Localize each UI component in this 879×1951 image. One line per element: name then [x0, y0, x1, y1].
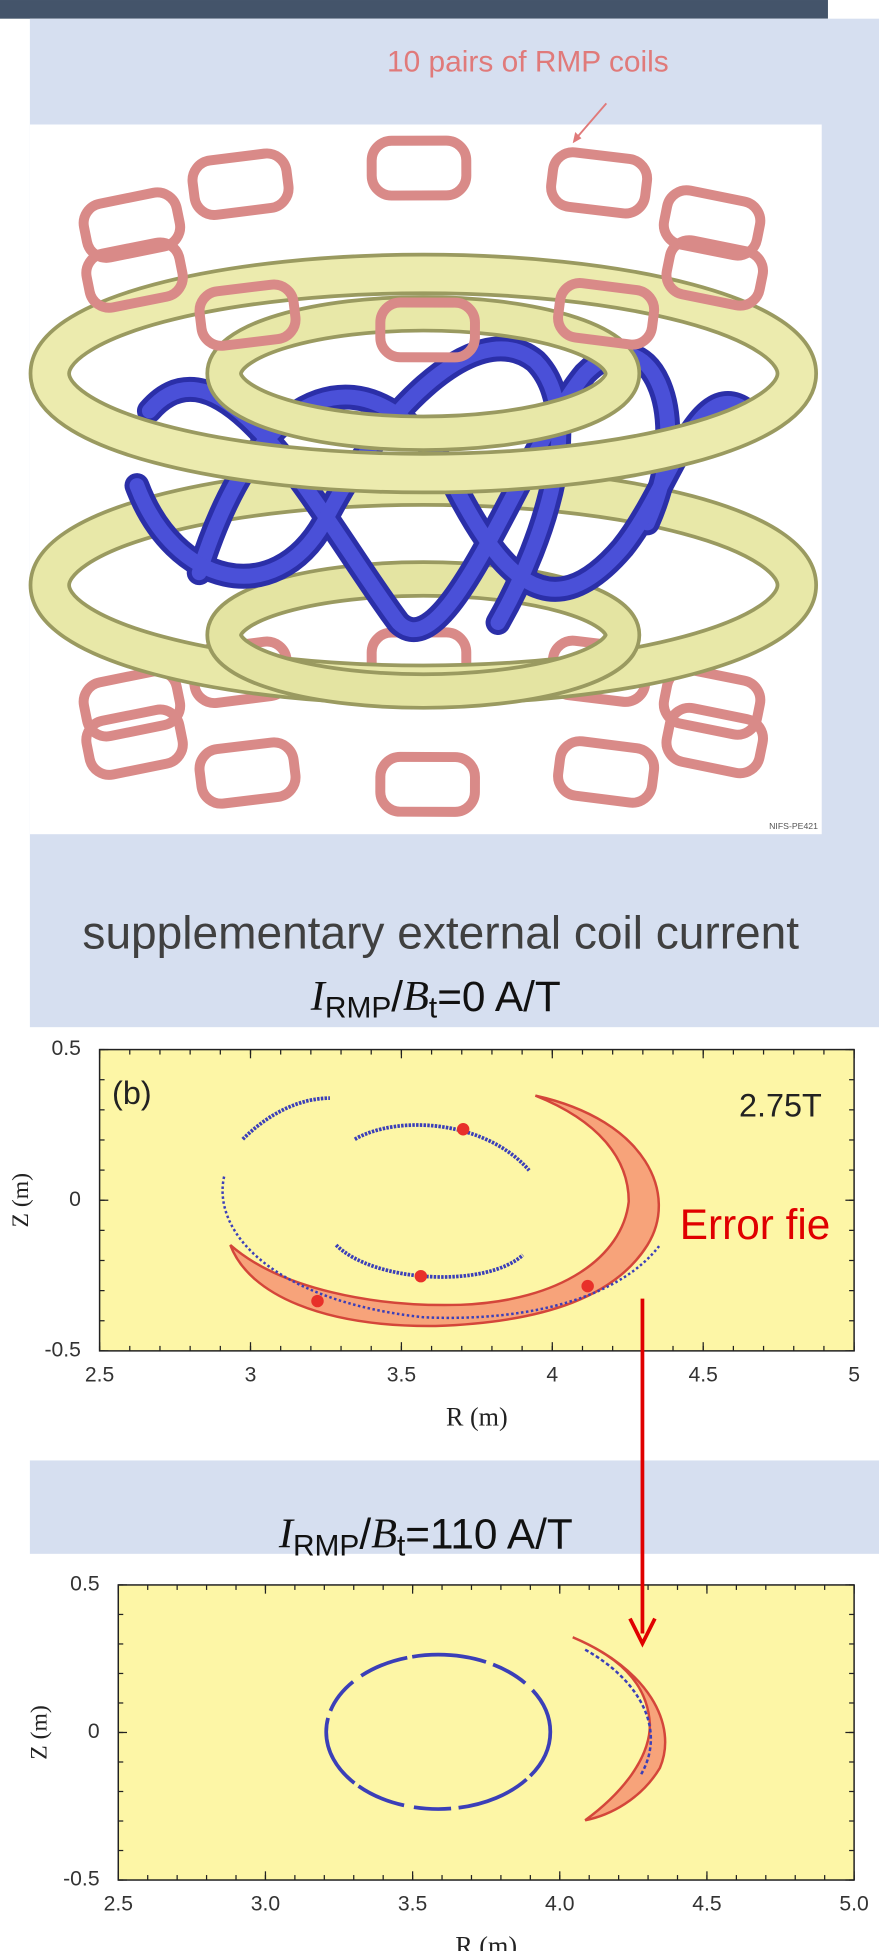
- y-tick-label: -0.5: [63, 1868, 99, 1891]
- plot-area: [118, 1585, 854, 1880]
- x-axis-label: R (m): [455, 1932, 517, 1951]
- x-tick-label: 4.5: [688, 1363, 717, 1386]
- x-axis-label: R (m): [446, 1402, 508, 1431]
- panel-label: (b): [112, 1075, 152, 1111]
- title-part: =110 A/T: [405, 1511, 572, 1558]
- title-part: /: [359, 1511, 371, 1558]
- coil-label: 10 pairs of RMP coils: [387, 45, 669, 78]
- slide: 10 pairs of RMP coils NIFS-PE421 supplem…: [0, 0, 879, 1951]
- x-point: [457, 1123, 469, 1135]
- y-tick-label: 0: [88, 1720, 100, 1743]
- title-part: B: [371, 1510, 397, 1557]
- y-axis-label: Z (m): [27, 1705, 53, 1759]
- x-tick-label: 3.5: [398, 1893, 427, 1916]
- y-axis-label: Z (m): [8, 1173, 34, 1227]
- x-tick-label: 4.5: [692, 1893, 721, 1916]
- field-label: 2.75T: [739, 1088, 822, 1124]
- x-tick-label: 3.5: [387, 1363, 416, 1386]
- x-point: [415, 1270, 427, 1282]
- y-tick-label: 0: [69, 1188, 81, 1211]
- title-part: /: [391, 973, 403, 1020]
- x-tick-label: 2.5: [104, 1893, 133, 1916]
- x-point: [311, 1295, 323, 1307]
- page: 10 pairs of RMP coils NIFS-PE421 supplem…: [0, 0, 879, 1951]
- title-part: =0 A/T: [437, 973, 561, 1020]
- x-tick-label: 2.5: [85, 1363, 114, 1386]
- y-tick-label: -0.5: [44, 1338, 80, 1361]
- x-tick-label: 3: [245, 1363, 257, 1386]
- top-bar: [0, 0, 828, 19]
- x-tick-label: 5.0: [839, 1893, 868, 1916]
- title-part: B: [403, 972, 429, 1019]
- x-point: [581, 1280, 593, 1292]
- title-part: RMP: [293, 1529, 359, 1562]
- y-tick-label: 0.5: [70, 1573, 99, 1596]
- x-tick-label: 5: [848, 1363, 860, 1386]
- caption: supplementary external coil current: [82, 906, 799, 958]
- x-tick-label: 4.0: [545, 1893, 574, 1916]
- annotation: Error fie: [680, 1201, 831, 1248]
- image-code: NIFS-PE421: [769, 821, 818, 831]
- x-tick-label: 3.0: [251, 1893, 280, 1916]
- x-tick-label: 4: [546, 1363, 558, 1386]
- y-tick-label: 0.5: [52, 1037, 81, 1060]
- title-part: RMP: [325, 992, 391, 1025]
